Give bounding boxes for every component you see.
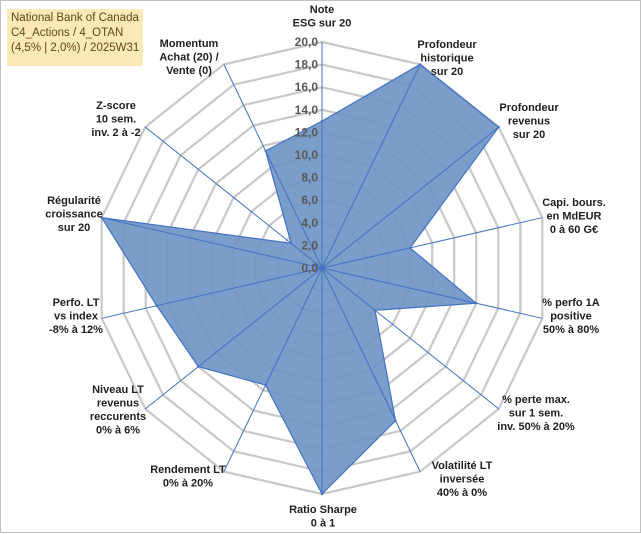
tick-label-6: 12,0 bbox=[295, 125, 319, 139]
axis-label-7-line-1: 0 à 1 bbox=[311, 518, 335, 530]
data-point-6 bbox=[394, 419, 397, 422]
axis-label-1: Profondeur historique sur 20 bbox=[417, 39, 477, 78]
axis-label-10-line-0: Perfo. LT bbox=[53, 297, 100, 309]
tick-label-2: 4,0 bbox=[301, 216, 318, 230]
axis-label-11-line-1: croissance bbox=[45, 209, 102, 221]
spoke-9 bbox=[144, 267, 323, 410]
axis-label-2: Profondeur revenus sur 20 bbox=[499, 102, 559, 141]
axis-label-6-line-2: 40% à 0% bbox=[437, 487, 487, 499]
data-point-2 bbox=[497, 125, 500, 129]
tick-label-1: 2,0 bbox=[301, 238, 318, 252]
title-line-3: (4,5% | 2,0%) / 2025W31 bbox=[11, 42, 140, 54]
axis-label-8-line-0: Rendement LT bbox=[150, 464, 226, 476]
axis-label-1-line-0: Profondeur bbox=[417, 39, 477, 51]
axis-label-9-line-3: 0% à 6% bbox=[96, 425, 140, 437]
axis-label-13-line-0: Momentum bbox=[160, 38, 219, 50]
axis-label-9: Niveau LT revenus reccurents 0% à 6% bbox=[90, 384, 146, 437]
axis-label-0-line-1: ESG sur 20 bbox=[293, 18, 352, 30]
axis-label-2-line-2: sur 20 bbox=[513, 129, 545, 141]
data-point-3 bbox=[408, 246, 412, 250]
axis-label-12: Z-score 10 sem. inv. 2 à -2 bbox=[91, 100, 140, 139]
axis-label-10-line-1: vs index bbox=[54, 311, 99, 323]
axis-label-4: % perfo 1A positive 50% à 80% bbox=[542, 297, 600, 336]
axis-label-12-line-1: 10 sem. bbox=[96, 114, 136, 126]
tick-label-4: 8,0 bbox=[301, 171, 318, 185]
spoke-4 bbox=[321, 267, 543, 319]
axis-label-2-line-0: Profondeur bbox=[499, 102, 559, 114]
data-point-7 bbox=[320, 492, 324, 496]
spoke-10 bbox=[101, 267, 323, 319]
axis-label-5-line-2: inv. 50% à 20% bbox=[497, 421, 575, 433]
radar-spokes bbox=[101, 42, 543, 494]
data-point-13 bbox=[264, 149, 267, 153]
data-point-9 bbox=[197, 365, 200, 368]
spoke-3 bbox=[321, 217, 543, 269]
axis-label-9-line-1: revenus bbox=[97, 398, 139, 410]
spoke-11 bbox=[101, 217, 323, 269]
title-line-2: C4_Actions / 4_OTAN bbox=[11, 27, 124, 39]
tick-label-7: 14,0 bbox=[295, 103, 319, 117]
axis-label-6-line-1: inversée bbox=[440, 474, 485, 486]
axis-label-5: % perte max. sur 1 sem. inv. 50% à 20% bbox=[497, 394, 575, 433]
tick-label-3: 6,0 bbox=[301, 193, 318, 207]
axis-label-13-line-1: Achat (20) / bbox=[159, 52, 218, 64]
axis-label-6: Volatilité LT inversée 40% à 0% bbox=[432, 460, 493, 499]
axis-label-3-line-0: Capi. bours. bbox=[542, 197, 606, 209]
data-point-12 bbox=[289, 242, 293, 245]
data-point-10 bbox=[155, 304, 158, 307]
axis-label-4-line-1: positive bbox=[550, 311, 592, 323]
chart-title-box: National Bank of Canada C4_Actions / 4_O… bbox=[7, 9, 143, 66]
title-line-1: National Bank of Canada bbox=[11, 12, 139, 24]
axis-label-0-line-0: Note bbox=[310, 4, 334, 16]
axis-label-8: Rendement LT 0% à 20% bbox=[150, 464, 226, 490]
data-point-1 bbox=[418, 63, 422, 66]
tick-label-5: 10,0 bbox=[295, 148, 319, 162]
spoke-12 bbox=[144, 126, 323, 269]
axis-label-0: Note ESG sur 20 bbox=[293, 4, 352, 30]
tick-label-0: 0,0 bbox=[301, 261, 318, 275]
tick-label-10: 20,0 bbox=[295, 35, 319, 49]
data-point-8 bbox=[264, 383, 267, 387]
axis-label-3-line-1: en MdEUR bbox=[547, 211, 602, 223]
axis-label-4-line-2: 50% à 80% bbox=[543, 324, 599, 336]
axis-label-9-line-0: Niveau LT bbox=[92, 384, 144, 396]
axis-label-13: Momentum Achat (20) / Vente (0) bbox=[159, 38, 218, 77]
spoke-2 bbox=[321, 126, 500, 269]
axis-label-1-line-1: historique bbox=[420, 53, 473, 65]
data-point-5 bbox=[373, 309, 377, 312]
spoke-5 bbox=[321, 267, 500, 410]
axis-label-11: Régularité croissance sur 20 bbox=[45, 195, 102, 234]
axis-label-5-line-1: sur 1 sem. bbox=[509, 408, 563, 420]
spoke-1 bbox=[321, 64, 421, 269]
axis-label-11-line-2: sur 20 bbox=[58, 222, 90, 234]
tick-label-9: 18,0 bbox=[295, 58, 319, 72]
data-point-4 bbox=[475, 302, 478, 305]
tick-label-8: 16,0 bbox=[295, 80, 319, 94]
axis-label-8-line-1: 0% à 20% bbox=[163, 478, 213, 490]
data-point-11 bbox=[100, 216, 103, 219]
spoke-13 bbox=[223, 64, 323, 269]
axis-label-10: Perfo. LT vs index -8% à 12% bbox=[49, 297, 103, 336]
axis-label-12-line-0: Z-score bbox=[96, 100, 136, 112]
axis-label-3-line-2: 0 à 60 G€ bbox=[550, 224, 598, 236]
axis-label-3: Capi. bours. en MdEUR 0 à 60 G€ bbox=[542, 197, 606, 236]
axis-label-7-line-0: Ratio Sharpe bbox=[289, 504, 357, 516]
axis-label-10-line-2: -8% à 12% bbox=[49, 324, 103, 336]
axis-label-6-line-0: Volatilité LT bbox=[432, 460, 493, 472]
axis-label-1-line-2: sur 20 bbox=[431, 66, 463, 78]
axis-label-11-line-0: Régularité bbox=[47, 195, 101, 207]
axis-label-12-line-2: inv. 2 à -2 bbox=[91, 127, 140, 139]
axis-label-5-line-0: % perte max. bbox=[502, 394, 570, 406]
axis-label-2-line-1: revenus bbox=[508, 116, 550, 128]
data-point-0 bbox=[320, 119, 324, 123]
spoke-8 bbox=[223, 267, 323, 472]
axis-label-4-line-0: % perfo 1A bbox=[542, 297, 600, 309]
spoke-6 bbox=[321, 267, 421, 472]
axis-label-13-line-2: Vente (0) bbox=[166, 65, 212, 77]
axis-label-7: Ratio Sharpe 0 à 1 bbox=[289, 504, 357, 530]
axis-label-9-line-2: reccurents bbox=[90, 411, 146, 423]
